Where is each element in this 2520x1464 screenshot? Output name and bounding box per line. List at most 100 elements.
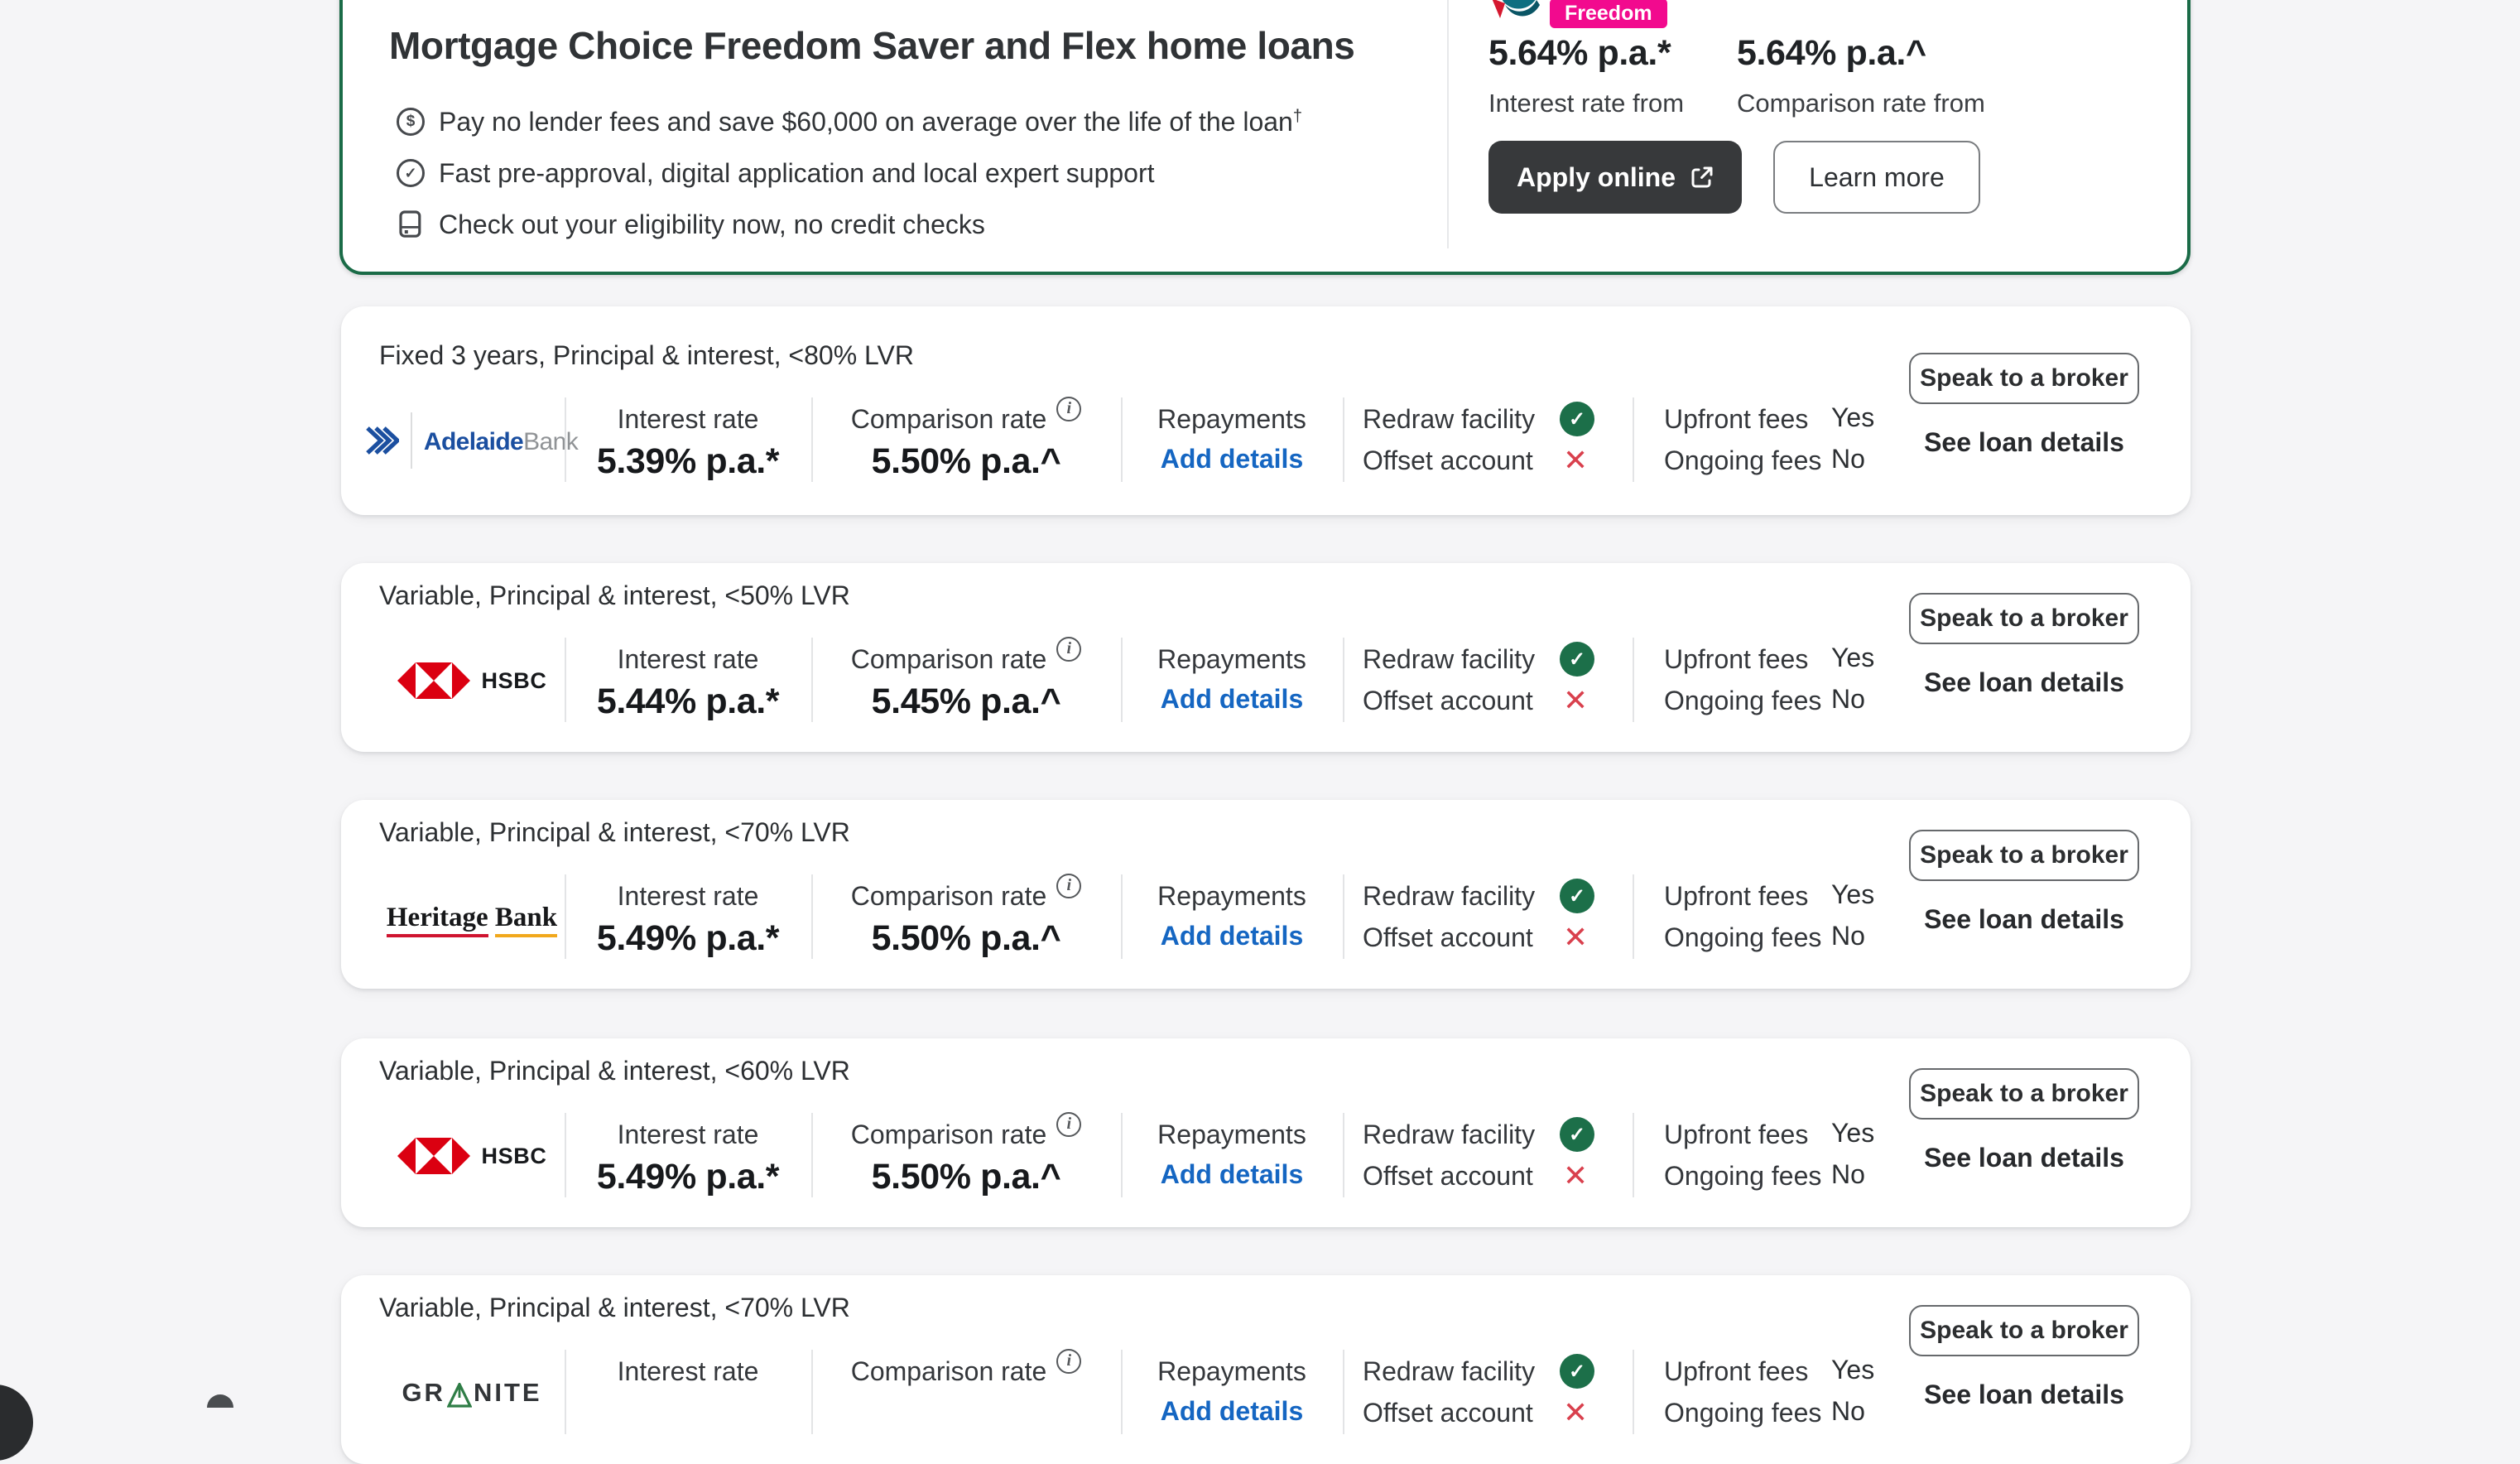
info-icon[interactable]: i — [1056, 874, 1082, 898]
see-loan-details-link[interactable]: See loan details — [1924, 1380, 2124, 1409]
heritage-bank-logo: Heritage Bank — [381, 874, 563, 961]
redraw-available-icon: ✓ — [1560, 1354, 1594, 1389]
offset-unavailable-icon: ✕ — [1563, 1158, 1589, 1192]
redraw-available-icon: ✓ — [1560, 402, 1594, 436]
comparison-rate-label: Comparison rate from — [1737, 89, 1985, 118]
ongoing-fees-value: No — [1831, 1396, 1865, 1426]
repayments-label: Repayments — [1157, 404, 1306, 434]
loan-card-title: Fixed 3 years, Principal & interest, <80… — [379, 340, 914, 370]
apply-online-button[interactable]: Apply online — [1488, 141, 1742, 214]
offscreen-element-edge — [207, 1394, 233, 1408]
banner-divider — [1447, 0, 1449, 248]
hsbc-hexagon-icon — [397, 1138, 470, 1174]
dollar-circle-icon: $ — [396, 107, 426, 137]
loan-card: Variable, Principal & interest, <70% LVR… — [341, 800, 2191, 989]
redraw-facility-label: Redraw facility — [1363, 881, 1536, 911]
add-details-link[interactable]: Add details — [1160, 684, 1304, 714]
loan-card-title: Variable, Principal & interest, <60% LVR — [379, 1056, 850, 1086]
redraw-facility-label: Redraw facility — [1363, 404, 1536, 434]
benefit-item: ✓ Fast pre-approval, digital application… — [396, 156, 1302, 190]
interest-rate-label: Interest rate from — [1488, 89, 1685, 118]
redraw-available-icon: ✓ — [1560, 1117, 1594, 1152]
loan-comparison-page: { "banner": { "title": "Mortgage Choice … — [0, 0, 2191, 1461]
interest-rate-label: Interest rate — [617, 1120, 759, 1149]
upfront-fees-label: Upfront fees — [1664, 881, 1809, 911]
offset-unavailable-icon: ✕ — [1563, 920, 1589, 954]
comparison-rate-label: Comparison rate — [850, 1120, 1047, 1149]
info-icon[interactable]: i — [1056, 1112, 1082, 1137]
speak-to-broker-button[interactable]: Speak to a broker — [1909, 353, 2139, 404]
see-loan-details-link[interactable]: See loan details — [1924, 427, 2124, 457]
offset-account-label: Offset account — [1363, 1161, 1533, 1191]
hsbc-hexagon-icon — [397, 662, 470, 699]
comparison-rate-value: 5.50% p.a.^ — [871, 1157, 1061, 1197]
mortgage-choice-bird-icon — [1492, 0, 1540, 18]
speak-to-broker-button[interactable]: Speak to a broker — [1909, 830, 2139, 881]
upfront-fees-value: Yes — [1831, 879, 1875, 909]
ongoing-fees-value: No — [1831, 684, 1865, 714]
comparison-rate-value: 5.45% p.a.^ — [871, 681, 1061, 721]
see-loan-details-link[interactable]: See loan details — [1924, 1143, 2124, 1173]
offset-account-label: Offset account — [1363, 445, 1533, 475]
see-loan-details-link[interactable]: See loan details — [1924, 667, 2124, 697]
freedom-badge: Freedom — [1550, 0, 1667, 28]
redraw-available-icon: ✓ — [1560, 879, 1594, 913]
interest-rate-value: 5.64% p.a.* — [1488, 33, 1671, 73]
benefit-item: Check out your eligibility now, no credi… — [396, 207, 1302, 242]
interest-rate-label: Interest rate — [617, 881, 759, 911]
loan-card-title: Variable, Principal & interest, <70% LVR — [379, 817, 850, 847]
upfront-fees-label: Upfront fees — [1664, 404, 1809, 434]
comparison-rate-label: Comparison rate — [850, 644, 1047, 674]
redraw-facility-label: Redraw facility — [1363, 1120, 1536, 1149]
learn-more-button[interactable]: Learn more — [1773, 141, 1980, 214]
comparison-rate-label: Comparison rate — [850, 881, 1047, 911]
offset-unavailable-icon: ✕ — [1563, 683, 1589, 717]
ongoing-fees-label: Ongoing fees — [1664, 445, 1822, 475]
info-icon[interactable]: i — [1056, 1349, 1082, 1374]
ongoing-fees-label: Ongoing fees — [1664, 1398, 1822, 1428]
dagger-footnote: † — [1292, 106, 1302, 125]
upfront-fees-value: Yes — [1831, 643, 1875, 672]
hsbc-logo: HSBC — [381, 638, 563, 724]
see-loan-details-link[interactable]: See loan details — [1924, 904, 2124, 934]
add-details-link[interactable]: Add details — [1160, 921, 1304, 951]
loan-card-title: Variable, Principal & interest, <70% LVR — [379, 1293, 850, 1322]
info-icon[interactable]: i — [1056, 397, 1082, 421]
add-details-link[interactable]: Add details — [1160, 1159, 1304, 1189]
info-icon[interactable]: i — [1056, 637, 1082, 662]
speak-to-broker-button[interactable]: Speak to a broker — [1909, 1068, 2139, 1120]
redraw-facility-label: Redraw facility — [1363, 1356, 1536, 1386]
offset-account-label: Offset account — [1363, 922, 1533, 952]
interest-rate-value: 5.44% p.a.* — [596, 681, 780, 721]
banner-interest-rate: 5.64% p.a.* Interest rate from — [1488, 33, 1684, 118]
benefit-text: Pay no lender fees and save $60,000 on a… — [439, 106, 1302, 137]
repayments-label: Repayments — [1157, 881, 1306, 911]
interest-rate-label: Interest rate — [617, 1356, 759, 1386]
speak-to-broker-button[interactable]: Speak to a broker — [1909, 1305, 2139, 1356]
offset-unavailable-icon: ✕ — [1563, 1395, 1589, 1429]
comparison-rate-value: 5.50% p.a.^ — [871, 918, 1061, 958]
external-link-icon — [1691, 166, 1713, 188]
granite-triangle-icon — [446, 1383, 472, 1408]
comparison-rate-value: 5.50% p.a.^ — [871, 441, 1061, 481]
repayments-label: Repayments — [1157, 1120, 1306, 1149]
comparison-rate-label: Comparison rate — [850, 404, 1047, 434]
upfront-fees-value: Yes — [1831, 402, 1875, 432]
loan-card-title: Variable, Principal & interest, <50% LVR — [379, 580, 850, 610]
adelaide-chevrons-icon — [366, 426, 399, 455]
ongoing-fees-value: No — [1831, 1159, 1865, 1189]
comparison-rate-value: 5.64% p.a.^ — [1737, 33, 1926, 73]
offset-unavailable-icon: ✕ — [1563, 443, 1589, 477]
ongoing-fees-label: Ongoing fees — [1664, 922, 1822, 952]
benefit-text: Check out your eligibility now, no credi… — [439, 209, 985, 239]
upfront-fees-value: Yes — [1831, 1118, 1875, 1148]
upfront-fees-label: Upfront fees — [1664, 1120, 1809, 1149]
ongoing-fees-value: No — [1831, 444, 1865, 474]
comparison-rate-label: Comparison rate — [850, 1356, 1047, 1386]
add-details-link[interactable]: Add details — [1160, 444, 1304, 474]
interest-rate-label: Interest rate — [617, 404, 759, 434]
add-details-link[interactable]: Add details — [1160, 1396, 1304, 1426]
offscreen-element-edge — [0, 1385, 33, 1461]
speak-to-broker-button[interactable]: Speak to a broker — [1909, 593, 2139, 644]
banner-benefits-list: $ Pay no lender fees and save $60,000 on… — [396, 104, 1302, 258]
